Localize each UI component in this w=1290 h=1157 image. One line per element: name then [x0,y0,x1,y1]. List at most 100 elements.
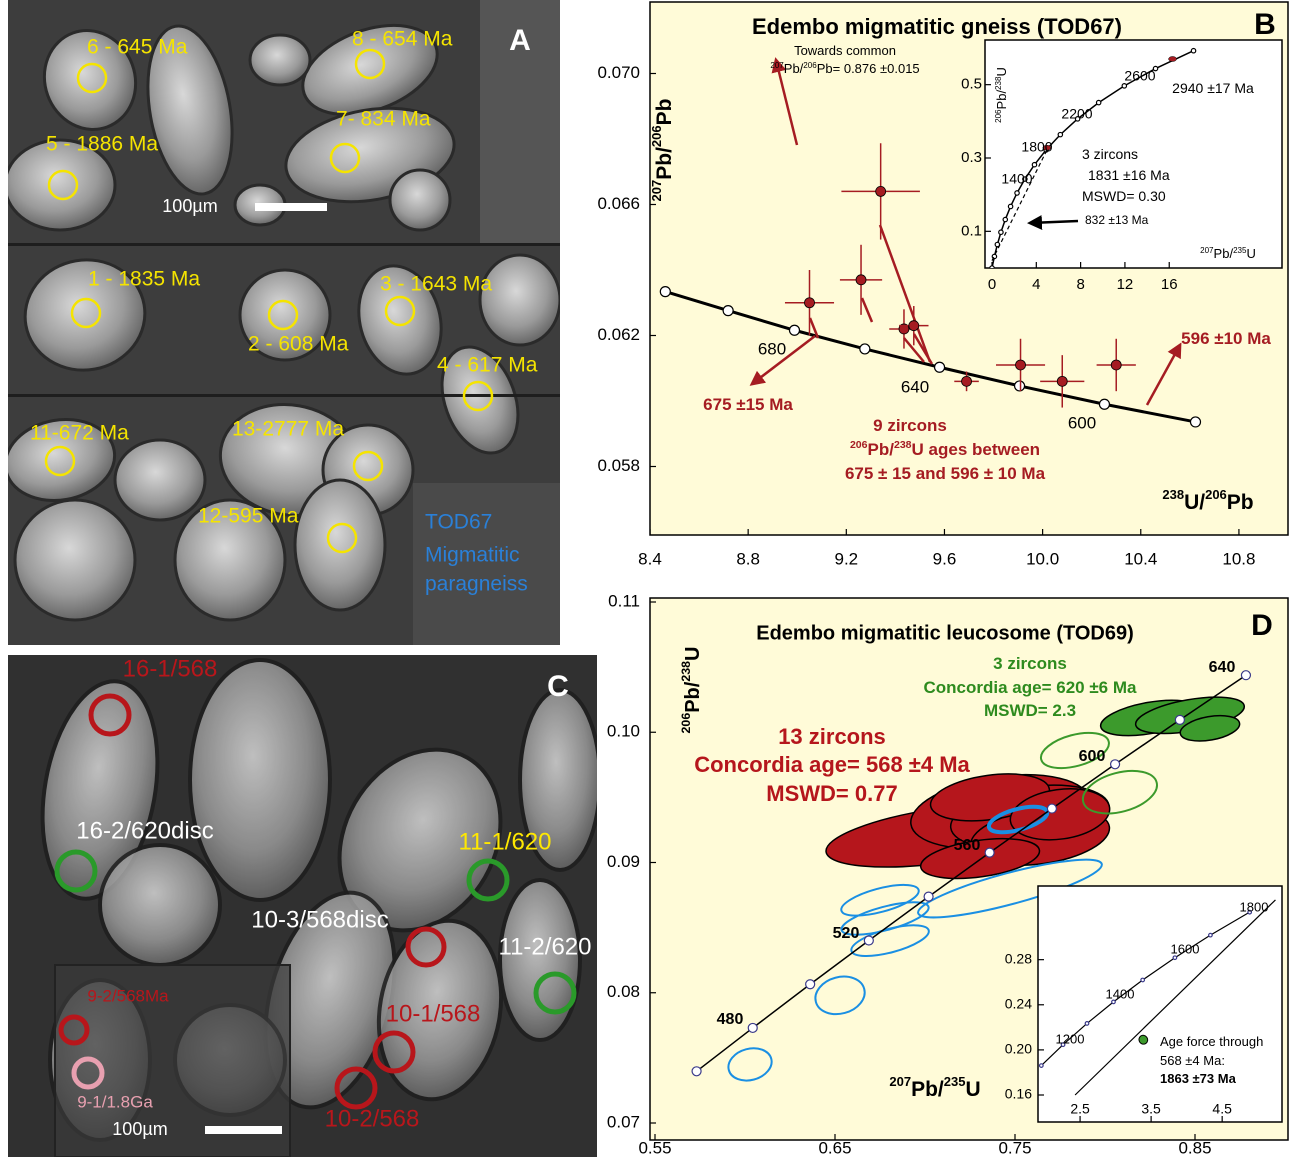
caption-line: TOD67 [425,511,492,534]
concordia-age-point [692,1067,701,1076]
concordia-age-point [1015,381,1025,391]
zircon-grain [190,660,330,900]
concordia-age-point [1190,417,1200,427]
panel-letter: D [1251,609,1273,642]
concordia-age-point [723,306,733,316]
spot-label: 16-2/620disc [76,817,213,844]
spot-label: 3 - 1643 Ma [380,273,492,296]
text-part: 596 ±10 Ma [1181,329,1271,348]
text-part: Concordia age= 620 ±6 Ma [924,678,1137,697]
concordia-age-label: 1600 [1171,941,1200,956]
x-tick-label: 0 [988,276,996,293]
data-point [1169,57,1177,62]
panel-letter: B [1254,8,1276,41]
spot-label: 8 - 654 Ma [352,28,453,51]
annotation: MSWD= 2.3 [984,701,1076,720]
text-part: 1831 ±16 Ma [1088,167,1170,183]
x-tick-label: 4 [1032,276,1040,293]
text-part: Pb/ [1214,246,1234,261]
text-part: 3 zircons [993,654,1067,673]
text-part: Pb= 0.876 ±0.015 [817,61,920,76]
text-part: 568 ±4 Ma: [1160,1053,1225,1068]
text-part: Pb/ [911,1078,944,1101]
y-tick-label: 0.5 [961,76,982,93]
data-point [909,321,919,331]
spot-label: 12-595 Ma [198,505,299,528]
panel-letter: A [509,24,531,57]
scale-bar [255,203,327,211]
scale-label: 100µm [162,196,217,216]
annotation: 1831 ±16 Ma [1088,167,1170,183]
superscript: 235 [1233,246,1247,255]
concordia-age-label: 2200 [1061,106,1092,122]
superscript: 207 [649,180,664,202]
text-part: MSWD= 0.77 [766,781,897,806]
data-point [1057,376,1067,386]
photo-separator [8,394,560,397]
x-tick-label: 8 [1076,276,1084,293]
superscript: 238 [1162,487,1184,502]
text-part: 675 ±15 Ma [703,395,793,414]
superscript: 206 [850,439,868,451]
text-part: Towards common [794,43,896,58]
x-tick-label: 3.5 [1141,1101,1161,1117]
superscript: 206 [803,61,817,70]
body: {"chart_data": [ {"type": "scatter", "pa… [0,0,1290,1157]
text-part: 675 ± 15 and 596 ± 10 Ma [845,464,1046,483]
spot-label: 11-1/620 [459,828,552,855]
text-part: Concordia age= 568 ±4 Ma [694,752,970,777]
y-tick-label: 0.28 [1005,950,1032,966]
text-part: U [994,67,1009,76]
annotation: 13 zircons [778,724,886,749]
superscript: 207 [1200,246,1214,255]
annotation: Concordia age= 620 ±6 Ma [924,678,1137,697]
zircon-grain [250,35,310,85]
spot-label: 16-1/568 [123,655,218,682]
caption-line: Migmatitic [425,544,520,567]
concordia-age-label: 1200 [1056,1031,1085,1046]
data-point [876,186,886,196]
concordia-age-point [1141,978,1145,982]
annotation: Age force through [1160,1034,1263,1049]
text-part: Pb/ [653,147,676,180]
x-tick-label: 10.0 [1026,549,1059,568]
annotation: MSWD= 0.30 [1082,188,1166,204]
text-part: MSWD= 2.3 [984,701,1076,720]
text-part: U [1247,246,1256,261]
x-tick-label: 8.4 [638,549,662,568]
text-part: Pb/ [682,681,704,713]
concordia-age-point [924,892,933,901]
concordia-age-point [1241,671,1250,680]
spot-label: 13-2777 Ma [232,418,344,441]
text-part: 13 zircons [778,724,886,749]
concordia-age-point [1096,100,1100,104]
spot-label: 9-1/1.8Ga [77,1092,153,1111]
annotation: 568 ±4 Ma: [1160,1053,1225,1068]
superscript: 238 [994,76,1003,90]
concordia-age-label: 600 [1068,413,1096,432]
concordia-age-point [860,344,870,354]
annotation: 9 zircons [873,416,947,435]
text-part: Pb/ [784,61,804,76]
concordia-age-label: 1400 [1106,986,1135,1001]
text-part: MSWD= 0.30 [1082,188,1166,204]
x-tick-label: 8.8 [736,549,760,568]
annotation: Concordia age= 568 ±4 Ma [694,752,970,777]
zircon-grain [115,440,205,520]
annotation: 2940 ±17 Ma [1172,80,1254,96]
concordia-age-point [1175,715,1184,724]
superscript: 206 [649,125,664,147]
text-part: Age force through [1160,1034,1263,1049]
zircon-grain [480,255,560,345]
x-tick-label: 2.5 [1070,1101,1090,1117]
chart-title: Edembo migmatitic leucosome (TOD69) [756,622,1134,644]
concordia-age-point [789,325,799,335]
x-tick-label: 0.85 [1178,1138,1211,1157]
annotation: 206Pb/238U ages between [850,439,1040,460]
spot-label: 1 - 1835 Ma [88,268,200,291]
superscript: 238 [679,661,693,682]
concordia-age-point [999,230,1003,234]
concordia-age-label: 640 [1209,659,1236,676]
concordia-age-label: 1400 [1001,171,1032,187]
